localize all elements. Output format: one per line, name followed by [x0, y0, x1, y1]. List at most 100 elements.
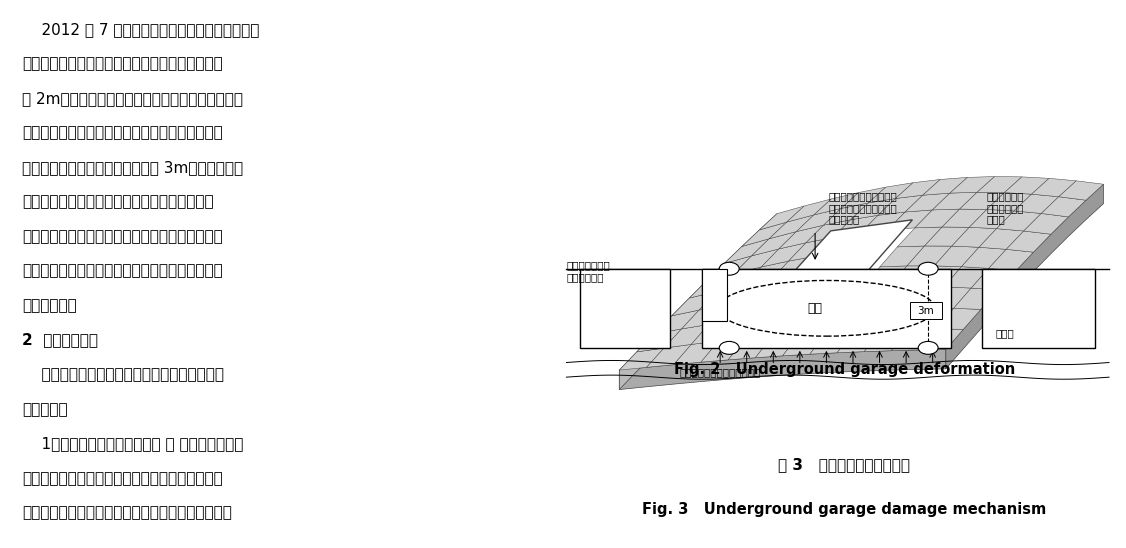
Polygon shape	[986, 193, 1031, 211]
Text: 1）由于地下室变形，造成ⓔ ～ Ⓛ轴范围内框架: 1）由于地下室变形，造成ⓔ ～ Ⓛ轴范围内框架	[23, 436, 243, 451]
Text: Fig. 3   Underground garage damage mechanism: Fig. 3 Underground garage damage mechani…	[642, 502, 1047, 517]
Polygon shape	[726, 280, 771, 305]
Text: 主楼与车库相: 主楼与车库相	[986, 191, 1025, 201]
Text: 行加固处理。: 行加固处理。	[23, 298, 77, 313]
Polygon shape	[932, 192, 977, 210]
Polygon shape	[977, 176, 1022, 193]
Polygon shape	[752, 232, 796, 256]
Polygon shape	[745, 313, 790, 338]
Polygon shape	[922, 178, 967, 195]
Text: 水浮力: 水浮力	[997, 328, 1015, 338]
Polygon shape	[734, 249, 779, 273]
Polygon shape	[772, 311, 817, 335]
Text: 柱顶普遍发生剪切破坏，柱顶有水平环向裂缝，部: 柱顶普遍发生剪切破坏，柱顶有水平环向裂缝，部	[23, 471, 223, 486]
Polygon shape	[905, 193, 950, 212]
Polygon shape	[989, 249, 1034, 271]
Polygon shape	[962, 247, 1007, 269]
Polygon shape	[897, 227, 942, 247]
Polygon shape	[833, 215, 878, 237]
Text: 变形，导致柱顶水平裂缝: 变形，导致柱顶水平裂缝	[829, 203, 897, 213]
Polygon shape	[951, 227, 997, 247]
Polygon shape	[1004, 177, 1049, 194]
Polygon shape	[855, 307, 900, 330]
Polygon shape	[779, 225, 823, 249]
Text: 致地下车库内外瞬时最高水位差约 3m，地下车库随: 致地下车库内外瞬时最高水位差约 3m，地下车库随	[23, 160, 243, 175]
Polygon shape	[882, 307, 927, 329]
Polygon shape	[742, 222, 787, 247]
Polygon shape	[959, 192, 1004, 209]
Polygon shape	[946, 184, 1103, 369]
Polygon shape	[689, 273, 734, 298]
Polygon shape	[935, 246, 978, 267]
Polygon shape	[978, 229, 1024, 249]
Polygon shape	[814, 192, 859, 215]
Text: 连处剪力墙剪: 连处剪力墙剪	[986, 203, 1025, 213]
Polygon shape	[801, 310, 844, 333]
Bar	[703, 269, 950, 348]
Polygon shape	[654, 310, 699, 334]
Polygon shape	[828, 308, 872, 332]
Polygon shape	[619, 348, 664, 370]
Polygon shape	[664, 324, 708, 348]
Polygon shape	[1031, 178, 1076, 197]
Circle shape	[918, 341, 938, 355]
Text: 车库: 车库	[807, 302, 823, 315]
Polygon shape	[863, 266, 908, 288]
Text: 图 2   地下车库变形示意: 图 2 地下车库变形示意	[787, 326, 902, 340]
Polygon shape	[872, 287, 917, 308]
Text: 位上升，地下车库内发生严重积水现象，最大水深: 位上升，地下车库内发生严重积水现象，最大水深	[23, 56, 223, 71]
Polygon shape	[806, 220, 851, 243]
Polygon shape	[724, 239, 769, 264]
Polygon shape	[700, 338, 745, 362]
Polygon shape	[787, 199, 831, 222]
Polygon shape	[851, 198, 895, 220]
Text: 下几方面。: 下几方面。	[23, 402, 68, 416]
Text: 3m: 3m	[918, 306, 935, 316]
Polygon shape	[890, 266, 935, 287]
Text: 即发生不均匀上浮。目前场地地下水位已明显下: 即发生不均匀上浮。目前场地地下水位已明显下	[23, 195, 214, 209]
Polygon shape	[691, 321, 736, 345]
Polygon shape	[1015, 194, 1058, 214]
Polygon shape	[892, 329, 936, 351]
Polygon shape	[1007, 231, 1051, 252]
Polygon shape	[759, 206, 804, 230]
Polygon shape	[753, 276, 798, 300]
Polygon shape	[969, 209, 1015, 229]
Polygon shape	[950, 176, 994, 193]
Polygon shape	[708, 300, 753, 324]
Polygon shape	[673, 341, 718, 364]
Polygon shape	[823, 203, 868, 225]
Polygon shape	[810, 330, 855, 354]
Text: 根据现场检测情况，该地下车库损坏主要有以: 根据现场检测情况，该地下车库损坏主要有以	[23, 367, 224, 382]
Polygon shape	[927, 287, 971, 309]
Polygon shape	[729, 335, 772, 360]
Bar	[910, 302, 941, 318]
Polygon shape	[761, 243, 806, 267]
Polygon shape	[744, 261, 788, 286]
Polygon shape	[716, 267, 761, 292]
Polygon shape	[971, 269, 1016, 290]
Polygon shape	[936, 309, 981, 329]
Polygon shape	[1024, 214, 1069, 234]
Polygon shape	[788, 237, 833, 261]
Polygon shape	[783, 332, 828, 356]
Polygon shape	[942, 209, 986, 227]
Text: 柱顶与柱脚位置发生剪切: 柱顶与柱脚位置发生剪切	[829, 191, 897, 201]
Polygon shape	[757, 220, 912, 313]
Polygon shape	[909, 308, 954, 329]
Text: 切破坏: 切破坏	[986, 214, 1006, 225]
Polygon shape	[917, 266, 962, 287]
Polygon shape	[868, 182, 913, 203]
Polygon shape	[718, 317, 763, 341]
Polygon shape	[756, 333, 801, 358]
Polygon shape	[914, 209, 959, 228]
Polygon shape	[1042, 197, 1085, 217]
Text: 车库与主楼相连处梁底板开裂: 车库与主楼相连处梁底板开裂	[679, 367, 761, 377]
Text: 图 3   地下车库结构破坏机理: 图 3 地下车库结构破坏机理	[778, 458, 911, 472]
Polygon shape	[637, 329, 681, 352]
Polygon shape	[796, 208, 841, 232]
Polygon shape	[699, 286, 744, 310]
Polygon shape	[924, 227, 969, 246]
Polygon shape	[619, 214, 777, 390]
Polygon shape	[997, 211, 1042, 231]
